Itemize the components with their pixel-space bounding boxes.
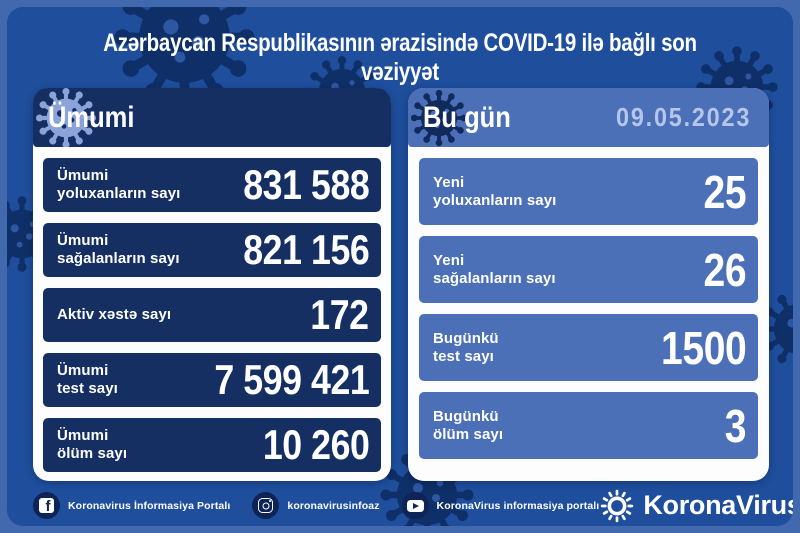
stat-value: 10 260 [262,421,369,468]
stat-value: 25 [703,165,746,218]
facebook-link[interactable]: f Koronavirus İnformasiya Portalı [33,492,230,519]
totals-panel-header: Ümumi [33,88,391,147]
stat-row-active-cases: Aktiv xəstə sayı 172 [43,288,381,342]
instagram-label: koronavirusinfoaz [287,499,380,512]
stat-value: 821 156 [242,226,370,273]
stat-row-new-infected: Yeni yoluxanların sayı 25 [419,158,758,225]
koronavirus-logo: KoronaVirus info [599,487,793,524]
stat-row-new-recovered: Yeni sağalanların sayı 26 [419,236,758,303]
stat-row-total-tests: Ümumi test sayı 7 599 421 [43,353,381,407]
totals-panel: Ümumi Ümumi yoluxanların sayı 831 588 Üm… [33,88,391,481]
stat-label: Bugünkü ölüm sayı [433,407,504,443]
today-panel-header: Bu gün 09.05.2023 [408,88,769,147]
youtube-label: KoronaVirus informasiya portalı [436,499,600,512]
instagram-link[interactable]: koronavirusinfoaz [252,492,379,519]
totals-header-label: Ümumi [48,100,135,134]
stat-row-total-infected: Ümumi yoluxanların sayı 831 588 [43,158,381,212]
stat-label: Yeni sağalanların sayı [433,251,556,287]
stat-label: Ümumi yoluxanların sayı [57,167,181,202]
footer: f Koronavirus İnformasiya Portalı korona… [33,485,793,526]
logo-wordmark: KoronaVirus [643,490,793,520]
stat-value: 26 [703,243,746,296]
today-header-label: Bu gün [423,100,511,134]
infographic-card: Azərbaycan Respublikasının ərazisində CO… [7,7,793,526]
stat-value: 831 588 [242,161,370,208]
stat-row-today-tests: Bugünkü test sayı 1500 [419,314,758,381]
facebook-label: Koronavirus İnformasiya Portalı [68,499,231,512]
youtube-link[interactable]: KoronaVirus informasiya portalı [401,492,600,519]
stat-label: Yeni yoluxanların sayı [433,173,557,209]
stat-label: Ümumi test sayı [57,362,118,397]
stat-row-total-recovered: Ümumi sağalanların sayı 821 156 [43,223,381,277]
instagram-icon [252,492,280,519]
report-date: 09.05.2023 [615,102,751,132]
stat-value: 172 [310,291,370,338]
stat-label: Bugünkü test sayı [433,329,499,365]
stat-label: Aktiv xəstə sayı [57,306,172,324]
today-panel: Bu gün 09.05.2023 Yeni yoluxanların sayı… [408,88,769,481]
virus-sun-icon [601,489,634,523]
stat-row-today-deaths: Bugünkü ölüm sayı 3 [419,392,758,459]
stat-value: 3 [724,399,747,452]
stat-label: Ümumi ölüm sayı [57,427,128,462]
stat-value: 1500 [660,321,747,374]
facebook-icon: f [33,492,60,519]
youtube-icon [401,492,429,519]
stat-label: Ümumi sağalanların sayı [57,232,180,267]
page-title: Azərbaycan Respublikasının ərazisində CO… [103,29,697,86]
stat-value: 7 599 421 [213,356,369,403]
stat-row-total-deaths: Ümumi ölüm sayı 10 260 [43,418,381,472]
